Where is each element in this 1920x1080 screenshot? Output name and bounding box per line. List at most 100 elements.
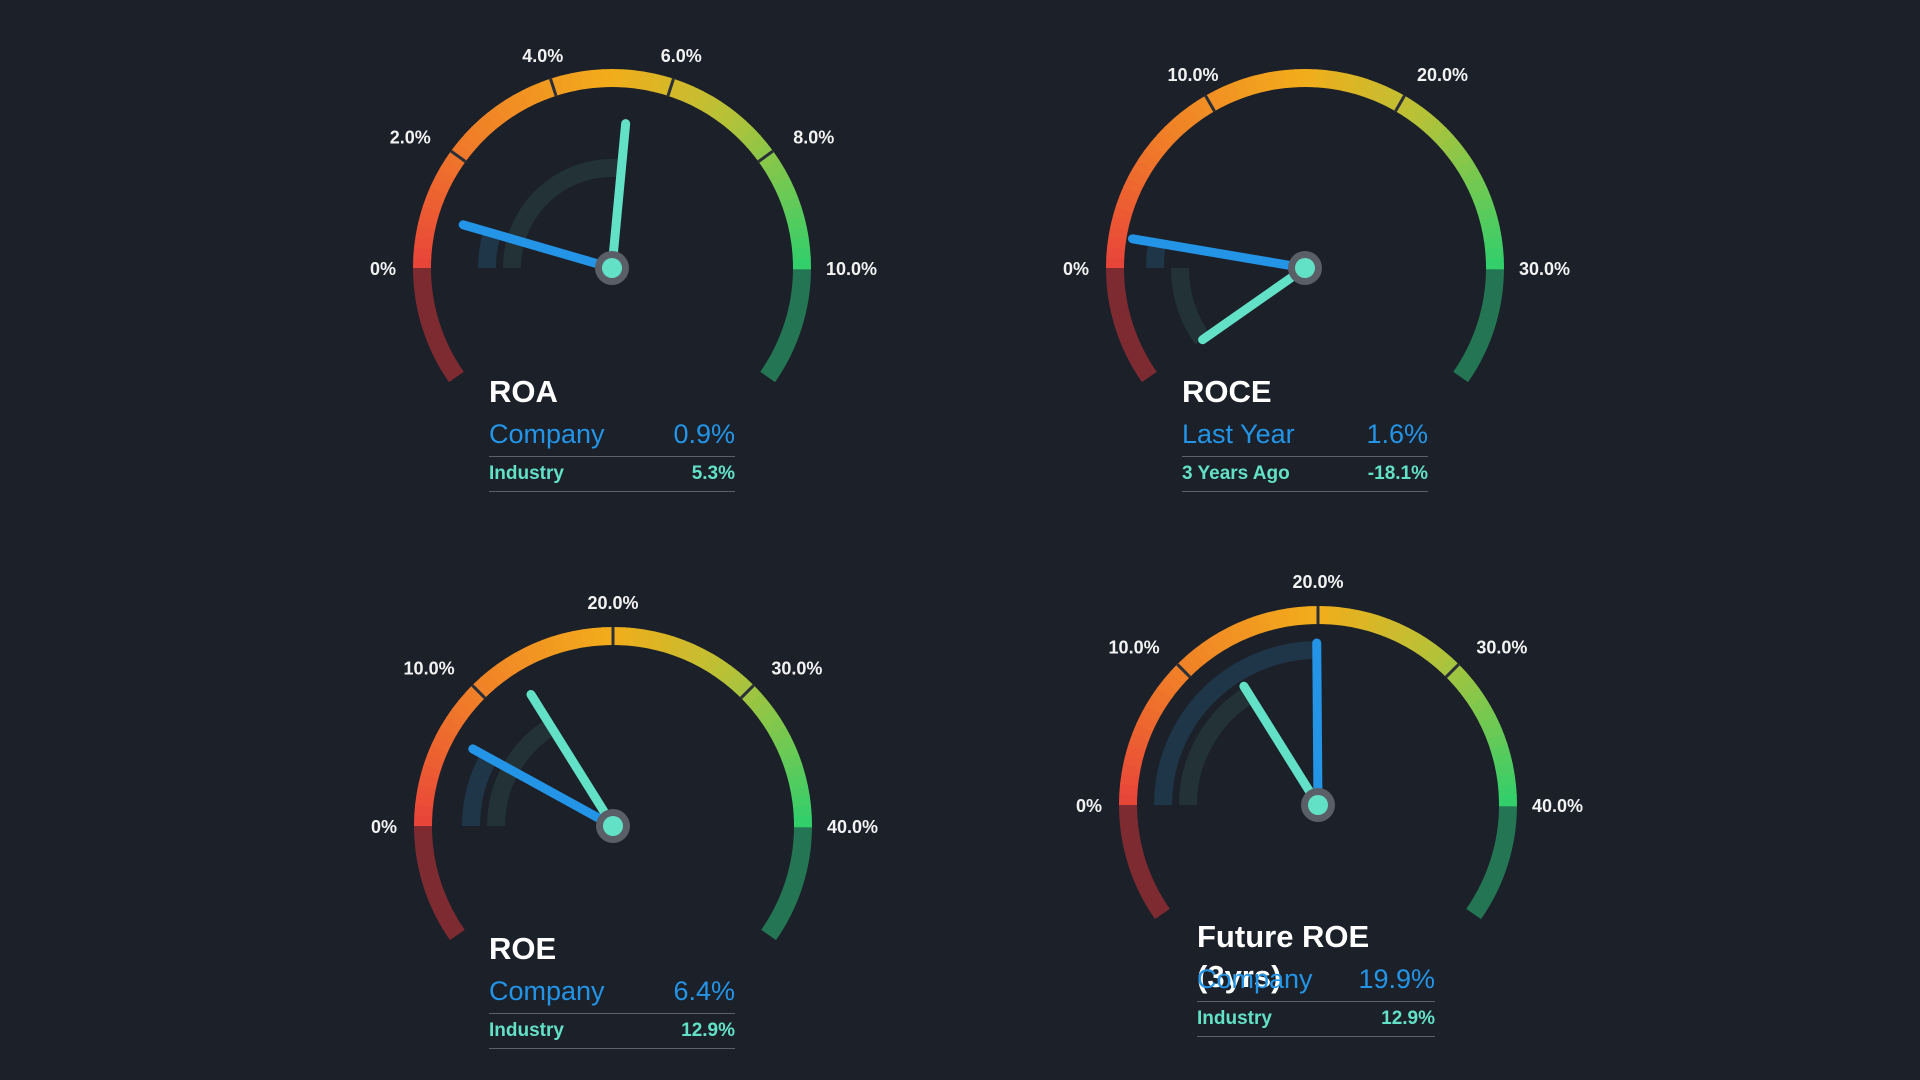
negative-zone-arc (1119, 804, 1170, 920)
primary-needle (458, 220, 617, 273)
gauge-arc-segment (1128, 732, 1150, 750)
gauge-arc-segment (418, 773, 439, 789)
gauge-arc-segment (434, 167, 456, 186)
gauge-arc-segment (472, 677, 493, 699)
gauge-arc-segment (790, 236, 811, 251)
gauge-arc-segment (753, 700, 775, 721)
gauge-arc-segment (1127, 167, 1149, 186)
negative-zone-arc (1106, 267, 1157, 383)
excess-zone-arc (1453, 267, 1504, 383)
gauge-arc-segment (426, 185, 448, 204)
gauge-arc-segment (641, 629, 656, 650)
gauge-arc-segment (1119, 185, 1141, 204)
gauge-arc-segment (1445, 664, 1467, 685)
roe-legend: ROE Company 6.4% Industry 12.9% (489, 929, 735, 1049)
gauge-arc-segment (419, 205, 441, 222)
gauge-arc-segment (622, 627, 636, 647)
series-value: 1.6% (1366, 418, 1428, 449)
gauge-arc-segment (677, 640, 696, 662)
gauge-tick-label: 10.0% (404, 659, 455, 679)
gauge-arc-segment (1157, 678, 1179, 699)
series-name: Company (489, 418, 605, 449)
gauge-arc-segment (521, 85, 540, 107)
gauge-arc-segment (414, 235, 434, 250)
series-name: 3 Years Ago (1182, 463, 1290, 484)
gauge-arc-segment (503, 94, 523, 117)
gauge-arc-segment (1458, 679, 1480, 700)
gauge-arc-segment (1138, 149, 1160, 170)
gauge-tick-label: 30.0% (1519, 259, 1570, 279)
future-roe-gauge-panel: 0% 10.0% 20.0% 30.0% 40.0% Future ROE (3yrs)… (1068, 567, 1583, 1037)
gauge-arc-segment (710, 101, 731, 123)
gauge-arc-segment (1333, 71, 1348, 92)
gauge-arc-segment (1451, 151, 1473, 171)
gauge-tick-label: 0% (1076, 796, 1102, 816)
gauge-arc-segment (1179, 106, 1200, 128)
legend-row-primary: Company 6.4% (489, 969, 735, 1014)
gauge-arc-segment (1224, 81, 1242, 103)
gauge-arc-segment (1482, 226, 1502, 241)
gauge-arc-segment (551, 633, 568, 654)
gauge-arc-segment (471, 119, 492, 141)
gauge-arc-segment (1119, 782, 1139, 796)
gauge-arc-segment (415, 225, 436, 240)
gauge-tick-label: 10.0% (826, 259, 877, 279)
gauge-tick-label: 2.0% (390, 127, 431, 147)
gauge-arc-segment (496, 658, 516, 680)
gauge-arc-segment (1243, 75, 1260, 96)
gauge-arc-segment (790, 784, 810, 799)
gauge-arc-segment (793, 805, 812, 818)
gauge-arc-segment (413, 245, 433, 259)
gauge-arc-segment (1106, 245, 1126, 259)
gauge-tick-label: 10.0% (1167, 65, 1218, 85)
gauge-arc-segment (711, 659, 732, 681)
gauge-arc-segment (774, 735, 796, 754)
gauge-arc-segment (1144, 141, 1166, 162)
gauge-arc-segment (1490, 743, 1511, 760)
gauge-arc-segment (1112, 205, 1134, 222)
gauge-arc-segment (591, 69, 604, 88)
gauge-arc-segment (1364, 612, 1381, 634)
gauge-arc-segment (640, 71, 655, 92)
gauge-arc-segment (740, 685, 762, 706)
gauge-arc-segment (686, 644, 705, 666)
gauge-arc-segment (685, 86, 704, 108)
gauge-arc-segment (1145, 695, 1167, 715)
gauge-arc-segment (1469, 696, 1492, 716)
gauge-arc-segment (1486, 733, 1508, 751)
gauge-arc-segment (787, 774, 808, 790)
gauge-tick-label: 10.0% (1109, 638, 1160, 658)
gauge-arc-segment (581, 627, 596, 648)
gauge-arc-segment (1466, 177, 1488, 196)
gauge-title: Future ROE (3yrs) (1197, 919, 1370, 994)
gauge-arc-segment (781, 754, 803, 772)
gauge-arc-segment (1286, 606, 1301, 627)
gauge-arc-segment (1452, 671, 1474, 693)
gauge-arc-segment (522, 643, 541, 665)
gauge-arc-segment (452, 699, 474, 720)
gauge-tick-label: 20.0% (587, 593, 638, 613)
gauge-tick-mark (666, 78, 675, 97)
series-name: Industry (489, 1020, 564, 1041)
gauge-arc-segment (725, 113, 747, 135)
gauge-arc-segment (1284, 69, 1297, 88)
gauge-tick-label: 4.0% (522, 46, 563, 66)
gauge-tick-mark (1444, 663, 1460, 679)
gauge-arc-segment (1125, 742, 1147, 759)
gauge-tick-label: 8.0% (793, 127, 834, 147)
gauge-arc-segment (1432, 127, 1454, 148)
gauge-arc-segment (1297, 606, 1310, 625)
gauge-arc-segment (431, 734, 453, 753)
gauge-tick-label: 6.0% (661, 46, 702, 66)
gauge-arc-segment (764, 717, 787, 737)
gauge-arc-segment (1323, 70, 1338, 90)
gauge-arc-segment (1474, 705, 1496, 725)
gauge-arc-segment (1346, 608, 1361, 629)
gauge-tick-mark (757, 149, 774, 163)
gauge-arc-segment (1263, 71, 1278, 91)
gauge-arc-segment (532, 639, 550, 661)
gauge-arc-segment (667, 78, 685, 100)
gauge-arc-segment (422, 195, 444, 213)
gauge-arc-segment (649, 73, 665, 94)
